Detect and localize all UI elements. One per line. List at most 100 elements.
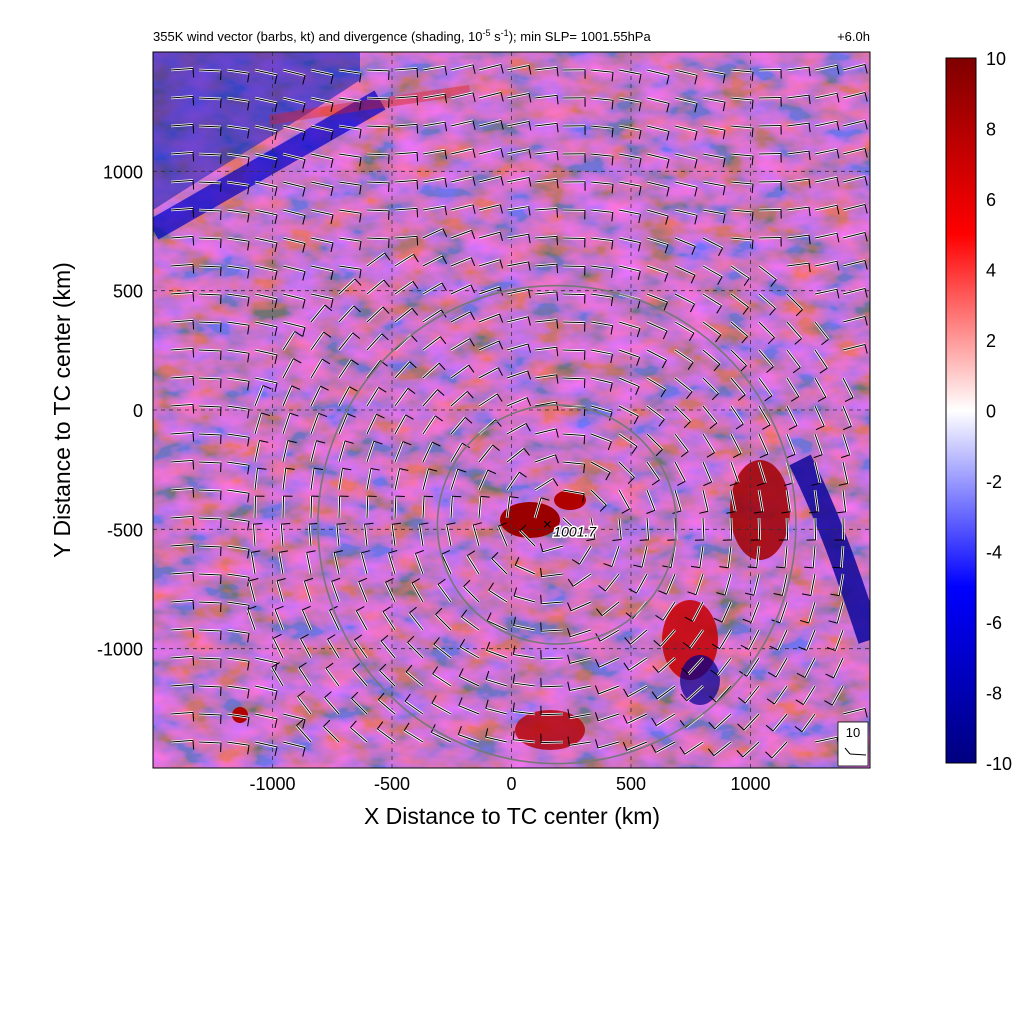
- barb-flag: [500, 176, 504, 186]
- barb-shaft: [338, 69, 362, 74]
- barb-shaft: [422, 415, 436, 435]
- barb-flag: [492, 444, 500, 451]
- barb-flag: [512, 702, 515, 712]
- barb-shaft: [282, 741, 306, 748]
- barb-flag: [756, 482, 766, 487]
- barb-flag: [381, 333, 389, 341]
- barb-flag: [739, 365, 747, 373]
- barb-shaft: [702, 433, 715, 453]
- barb-flag: [293, 358, 302, 364]
- barb-flag: [416, 68, 419, 78]
- barb-shaft: [674, 293, 695, 305]
- barb-shaft: [598, 685, 620, 695]
- barb-shaft: [569, 713, 592, 719]
- barb-flag: [611, 268, 614, 278]
- barb-shaft: [786, 66, 810, 71]
- barb-shaft: [646, 293, 668, 303]
- barb-flag: [743, 277, 750, 286]
- barb-shaft: [842, 64, 866, 71]
- barb-shaft: [300, 638, 312, 659]
- barb-flag: [680, 450, 689, 458]
- barb-flag: [380, 635, 389, 642]
- barb-flag: [327, 634, 336, 640]
- barb-flag: [273, 633, 282, 639]
- barb-flag: [461, 442, 471, 449]
- barb-shaft: [394, 179, 418, 183]
- barb-flag: [808, 67, 811, 77]
- barb-shaft: [786, 178, 810, 183]
- barb-shaft: [506, 176, 530, 183]
- barb-flag: [379, 663, 387, 671]
- barb-shaft: [618, 125, 642, 131]
- barb-shaft: [590, 265, 613, 270]
- barb-flag: [864, 64, 868, 74]
- barb-flag: [836, 205, 840, 215]
- barb-flag: [377, 692, 385, 701]
- barb-shaft: [730, 321, 748, 337]
- barb-shaft: [730, 293, 749, 308]
- barb-shaft: [254, 713, 278, 720]
- barb-flag: [441, 550, 451, 555]
- barb-shaft: [486, 649, 508, 659]
- barb-shaft: [422, 309, 442, 323]
- barb-shaft: [226, 601, 250, 606]
- barb-flag: [247, 661, 250, 671]
- barb-shaft: [450, 338, 470, 351]
- barb-shaft: [478, 231, 501, 239]
- barb-shaft: [170, 151, 194, 155]
- barb-shaft: [366, 387, 380, 407]
- barb-flag: [694, 187, 698, 197]
- barb-flag: [500, 92, 504, 102]
- barb-shaft: [394, 414, 407, 435]
- barb-shaft: [431, 731, 452, 743]
- barb-shaft: [366, 333, 383, 351]
- barb-shaft: [655, 741, 676, 753]
- barb-shaft: [686, 685, 704, 702]
- barb-shaft: [271, 666, 284, 687]
- barb-shaft: [814, 433, 823, 455]
- barb-flag: [636, 328, 641, 338]
- barb-shaft: [385, 582, 396, 603]
- barb-flag: [350, 359, 359, 366]
- barb-flag: [402, 441, 412, 446]
- barb-shaft: [432, 673, 452, 687]
- barb-shaft: [730, 153, 754, 157]
- barb-flag: [302, 187, 306, 197]
- barb-flag: [281, 522, 291, 525]
- barb-flag: [514, 556, 520, 566]
- barb-shaft: [377, 728, 396, 743]
- barb-flag: [759, 453, 769, 459]
- barb-shaft: [254, 97, 278, 104]
- barb-flag: [313, 467, 323, 471]
- barb-flag: [689, 303, 695, 313]
- barb-flag: [631, 446, 638, 454]
- barb-shaft: [569, 741, 592, 746]
- barb-shaft: [310, 209, 334, 216]
- barb-flag: [469, 338, 475, 347]
- barb-shaft: [170, 655, 194, 659]
- barb-shaft: [254, 237, 278, 244]
- chart-title: 355K wind vector (barbs, kt) and diverge…: [153, 28, 651, 44]
- barb-flag: [251, 550, 261, 553]
- barb-shaft: [198, 181, 222, 184]
- barb-flag: [717, 276, 723, 285]
- barb-flag: [247, 605, 257, 610]
- barb-flag: [661, 359, 667, 369]
- colorbar-tick-label: -4: [986, 543, 1002, 563]
- barb-flag: [302, 605, 311, 611]
- barb-shaft: [618, 461, 635, 478]
- barb-flag: [192, 740, 195, 750]
- barb-shaft: [282, 153, 306, 160]
- barb-shaft: [702, 405, 718, 424]
- barb-flag: [556, 179, 559, 189]
- barb-shaft: [713, 741, 732, 757]
- barb-shaft: [646, 209, 669, 217]
- barb-shaft: [366, 306, 384, 323]
- barb-flag: [664, 244, 669, 254]
- barb-flag: [711, 643, 720, 650]
- barb-shaft: [801, 713, 816, 732]
- colorbar-tick-label: -8: [986, 684, 1002, 704]
- barb-flag: [651, 479, 660, 486]
- barb-shaft: [656, 713, 676, 727]
- barb-flag: [302, 159, 306, 169]
